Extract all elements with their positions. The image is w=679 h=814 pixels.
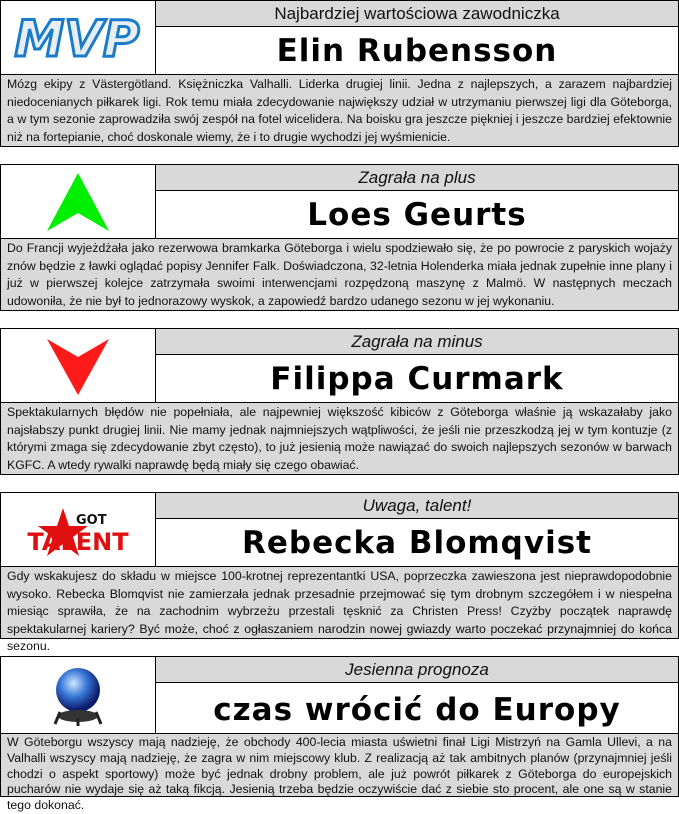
section-plus: Zagrała na plus Loes Geurts Do Francji w… <box>0 164 679 311</box>
section-mvp: MVP Najbardziej wartościowa zawodniczka … <box>0 0 679 147</box>
section-heading: Najbardziej wartościowa zawodniczka <box>156 1 678 27</box>
section-text: Spektakularnych błędów nie popełniała, a… <box>0 403 679 475</box>
section-heading: Zagrała na minus <box>156 329 678 355</box>
player-name: Elin Rubensson <box>276 33 558 69</box>
player-name: Filippa Curmark <box>270 361 564 397</box>
section-text: Mózg ekipy z Västergötland. Księżniczka … <box>0 75 679 147</box>
mvp-logo-icon: MVP <box>1 1 156 74</box>
section-text: Do Francji wyjeżdżała jako rezerwowa bra… <box>0 239 679 311</box>
player-name: Rebecka Blomqvist <box>242 525 592 561</box>
section-heading: Uwaga, talent! <box>156 493 678 519</box>
svg-text:TALENT: TALENT <box>27 528 129 556</box>
section-text: W Göteborgu wszyscy mają nadzieję, że ob… <box>0 734 679 812</box>
player-name: czas wrócić do Europy <box>213 692 621 728</box>
section-heading: Jesienna prognoza <box>156 657 678 683</box>
section-forecast: Jesienna prognoza czas wrócić do Europy … <box>0 656 679 812</box>
section-talent: GOT TALENT Uwaga, talent! Rebecka Blomqv… <box>0 492 679 653</box>
section-text: Gdy wskakujesz do składu w miejsce 100-k… <box>0 567 679 653</box>
svg-text:GOT: GOT <box>76 513 107 528</box>
player-name: Loes Geurts <box>307 197 527 233</box>
section-heading: Zagrała na plus <box>156 165 678 191</box>
red-down-arrow-icon <box>1 329 156 402</box>
got-talent-logo-icon: GOT TALENT <box>1 493 156 566</box>
crystal-ball-icon <box>1 657 156 733</box>
green-up-arrow-icon <box>1 165 156 238</box>
section-minus: Zagrała na minus Filippa Curmark Spektak… <box>0 328 679 475</box>
svg-text:MVP: MVP <box>14 10 139 68</box>
